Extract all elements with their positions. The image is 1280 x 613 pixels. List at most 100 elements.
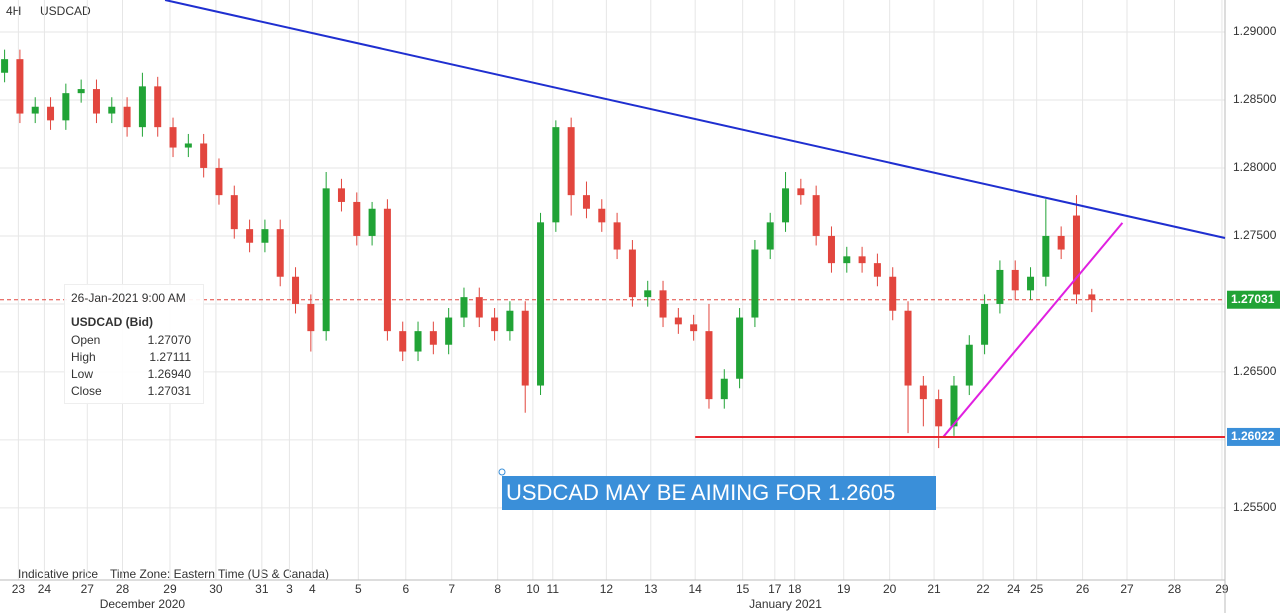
candle-body (690, 324, 698, 332)
tooltip-date: 26-Jan-2021 9:00 AM (71, 291, 186, 305)
candle-body (521, 310, 529, 386)
candle-body (353, 201, 361, 236)
x-tick-label: 28 (1168, 582, 1182, 596)
y-tick-label: 1.27500 (1233, 228, 1277, 242)
candle-body (996, 269, 1004, 304)
candle-body (491, 317, 499, 332)
candle-body (919, 385, 927, 400)
tooltip-label: Close (71, 384, 102, 398)
candle-body (399, 331, 407, 352)
candle-body (337, 188, 345, 202)
candle-body (705, 331, 713, 400)
candle-body (62, 93, 70, 121)
candle-body (965, 344, 973, 386)
annotation-anchor (498, 468, 506, 476)
candle-body (123, 106, 131, 128)
candle-body (445, 317, 453, 345)
x-tick-label: 14 (689, 582, 703, 596)
candle-body (368, 208, 376, 236)
candle-body (429, 331, 437, 345)
candle-body (598, 208, 606, 223)
candle-body (506, 310, 514, 332)
tooltip-value: 1.27111 (149, 350, 191, 364)
x-tick-label: 21 (927, 582, 941, 596)
symbol: USDCAD (40, 4, 91, 18)
candle-body (981, 303, 989, 345)
candle-body (613, 222, 621, 250)
candle-body (31, 106, 39, 114)
tooltip-value: 1.26940 (147, 367, 191, 381)
candle-body (138, 86, 146, 128)
candle-body (77, 89, 85, 94)
tooltip-label: Low (71, 367, 94, 381)
tooltip-value: 1.27031 (147, 384, 191, 398)
x-tick-label: 25 (1030, 582, 1044, 596)
candle-body (108, 106, 116, 114)
x-tick-label: 30 (209, 582, 223, 596)
x-tick-label: 20 (883, 582, 897, 596)
tooltip-label: High (71, 350, 96, 364)
x-tick-label: 3 (286, 582, 293, 596)
note: Indicative price (18, 567, 98, 581)
annotation: USDCAD MAY BE AIMING FOR 1.2605 (506, 480, 895, 505)
candle-body (1088, 294, 1096, 300)
candle-body (1027, 276, 1035, 291)
candle-body (383, 208, 391, 332)
tooltip: 26-Jan-2021 9:00 AM USDCAD (Bid) Open 1.2… (64, 284, 204, 404)
candle-body (414, 331, 422, 352)
y-tick-label: 1.28000 (1233, 160, 1277, 174)
note: Time Zone: Eastern Time (US & Canada) (110, 567, 329, 581)
candle-body (276, 229, 284, 277)
x-tick-label: 29 (1215, 582, 1229, 596)
candle-body (812, 195, 820, 236)
candle-body (567, 127, 575, 196)
candle-body (292, 276, 300, 304)
candle-body (582, 195, 590, 209)
candle-body (644, 290, 652, 298)
x-tick-label: 27 (81, 582, 95, 596)
candle-body (1, 59, 9, 73)
x-tick-label: 22 (976, 582, 990, 596)
candle-body (215, 167, 223, 196)
candle-body (1057, 235, 1065, 250)
candle-body (935, 399, 943, 427)
x-tick-label: 7 (448, 582, 455, 596)
x-tick-label: 15 (736, 582, 750, 596)
x-tick-label: 29 (163, 582, 177, 596)
candle-body (184, 143, 192, 148)
x-tick-label: 13 (644, 582, 658, 596)
x-tick-label: 18 (788, 582, 802, 596)
candle-body (230, 195, 238, 230)
candle-body (537, 222, 545, 386)
candle-body (782, 188, 790, 223)
x-tick-label: 17 (768, 582, 782, 596)
price-box (1227, 290, 1280, 309)
candle-body (1042, 235, 1050, 277)
candle-body (674, 317, 682, 325)
candle-body (92, 89, 100, 114)
period: 4H (6, 4, 21, 18)
price-box-label: 1.26022 (1231, 429, 1275, 443)
x-tick-label: 11 (547, 582, 560, 596)
x-tick-label: 31 (255, 582, 269, 596)
candle-body (659, 290, 667, 318)
y-tick-label: 1.25500 (1233, 500, 1277, 514)
candle-body (889, 276, 897, 311)
candle-body (322, 188, 330, 332)
candle-body (904, 310, 912, 386)
candle-body (858, 256, 866, 264)
y-tick-label: 1.26500 (1233, 364, 1277, 378)
candle-body (460, 297, 468, 318)
x-tick-label: 8 (494, 582, 501, 596)
candle-body (736, 317, 744, 379)
tooltip-heading: USDCAD (Bid) (71, 315, 153, 329)
candle-body (797, 188, 805, 196)
month-label: January 2021 (749, 597, 822, 611)
tooltip-label: Open (71, 333, 101, 347)
x-tick-label: 28 (116, 582, 130, 596)
candle-body (261, 229, 269, 243)
candle-body (307, 303, 315, 332)
x-tick-label: 12 (600, 582, 614, 596)
x-tick-label: 27 (1120, 582, 1134, 596)
y-tick-label: 1.29000 (1233, 24, 1277, 38)
